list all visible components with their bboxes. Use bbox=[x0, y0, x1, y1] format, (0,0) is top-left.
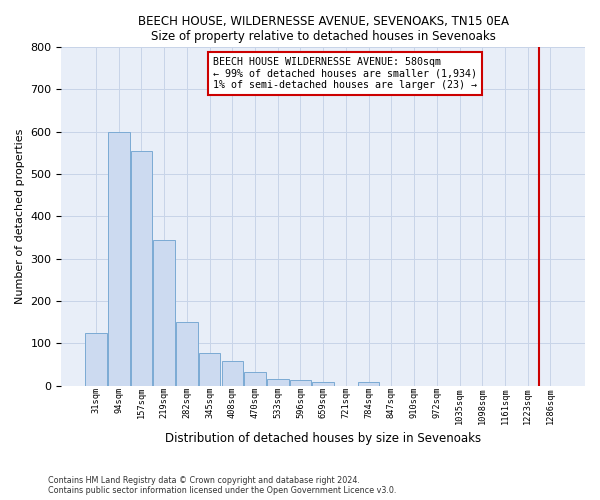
Bar bbox=[154, 240, 175, 386]
Bar bbox=[244, 372, 266, 386]
Bar bbox=[221, 362, 243, 386]
Bar bbox=[358, 382, 379, 386]
Title: BEECH HOUSE, WILDERNESSE AVENUE, SEVENOAKS, TN15 0EA
Size of property relative t: BEECH HOUSE, WILDERNESSE AVENUE, SEVENOA… bbox=[138, 15, 509, 43]
Bar bbox=[85, 332, 107, 386]
Bar bbox=[176, 322, 197, 386]
Y-axis label: Number of detached properties: Number of detached properties bbox=[15, 128, 25, 304]
Bar bbox=[131, 150, 152, 386]
Bar bbox=[108, 132, 130, 386]
Bar bbox=[313, 382, 334, 386]
X-axis label: Distribution of detached houses by size in Sevenoaks: Distribution of detached houses by size … bbox=[165, 432, 481, 445]
Text: BEECH HOUSE WILDERNESSE AVENUE: 580sqm
← 99% of detached houses are smaller (1,9: BEECH HOUSE WILDERNESSE AVENUE: 580sqm ←… bbox=[213, 57, 477, 90]
Bar bbox=[267, 379, 289, 386]
Bar bbox=[290, 380, 311, 386]
Text: Contains HM Land Registry data © Crown copyright and database right 2024.
Contai: Contains HM Land Registry data © Crown c… bbox=[48, 476, 397, 495]
Bar bbox=[199, 352, 220, 386]
